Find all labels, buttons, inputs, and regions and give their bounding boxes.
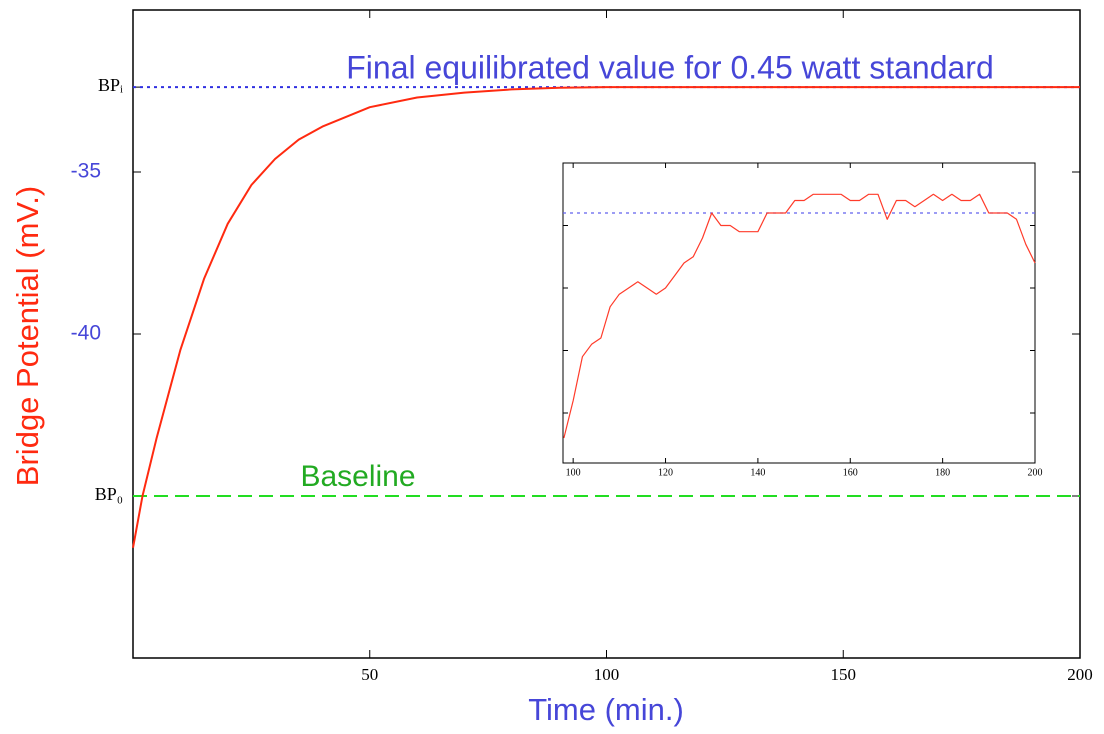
- x-tick-label: 140: [750, 467, 765, 478]
- y-axis-title: Bridge Potential (mV.): [10, 186, 45, 486]
- x-tick-label: 50: [361, 665, 378, 684]
- x-tick-label: 200: [1028, 467, 1043, 478]
- y-tick-label: -40: [71, 322, 101, 345]
- x-tick-label: 150: [831, 665, 857, 684]
- data-line: [132, 86, 1080, 548]
- annotation: Final equilibrated value for 0.45 watt s…: [346, 49, 994, 85]
- x-tick-label: 100: [566, 467, 581, 478]
- plot-frame: [562, 162, 1036, 464]
- y-tick-label: BP₀: [95, 484, 123, 504]
- x-tick-label: 180: [935, 467, 950, 478]
- annotation: Baseline: [300, 460, 415, 493]
- y-tick-label: BPᵢ: [98, 75, 123, 95]
- x-tick-label: 120: [658, 467, 673, 478]
- x-axis-title: Time (min.): [528, 692, 684, 727]
- data-line: [563, 193, 1036, 439]
- x-tick-label: 200: [1067, 665, 1093, 684]
- x-tick-label: 100: [594, 665, 620, 684]
- x-tick-label: 160: [843, 467, 858, 478]
- y-tick-label: -35: [71, 160, 101, 183]
